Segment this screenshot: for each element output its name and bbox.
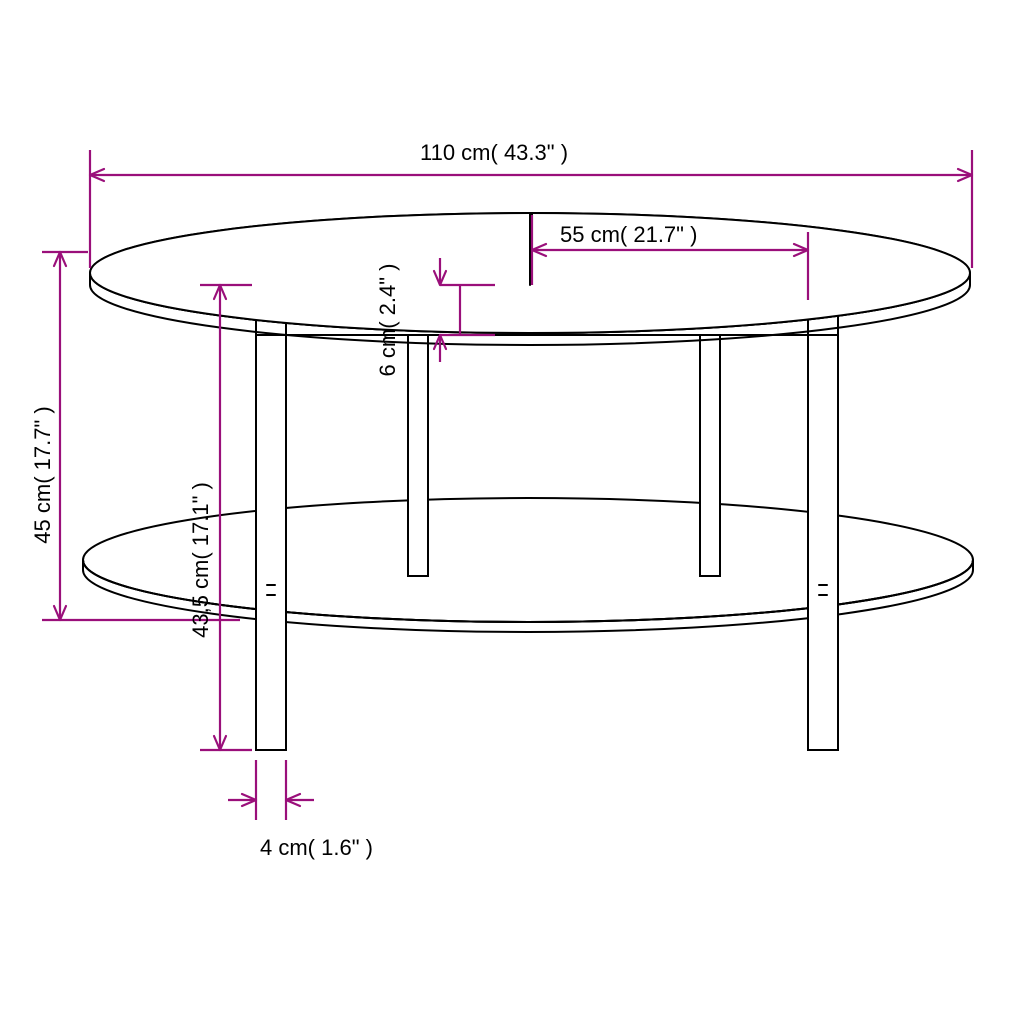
dim-depth-label: 55 cm( 21.7" ) <box>560 222 697 247</box>
dim-apron-label: 6 cm( 2.4" ) <box>375 264 400 377</box>
dim-inner-height-label: 43,5 cm( 17.1" ) <box>188 482 213 638</box>
dim-width-label: 110 cm( 43.3" ) <box>420 140 568 165</box>
dim-height-label: 45 cm( 17.7" ) <box>30 406 55 543</box>
dim-leg-label: 4 cm( 1.6" ) <box>260 835 373 860</box>
